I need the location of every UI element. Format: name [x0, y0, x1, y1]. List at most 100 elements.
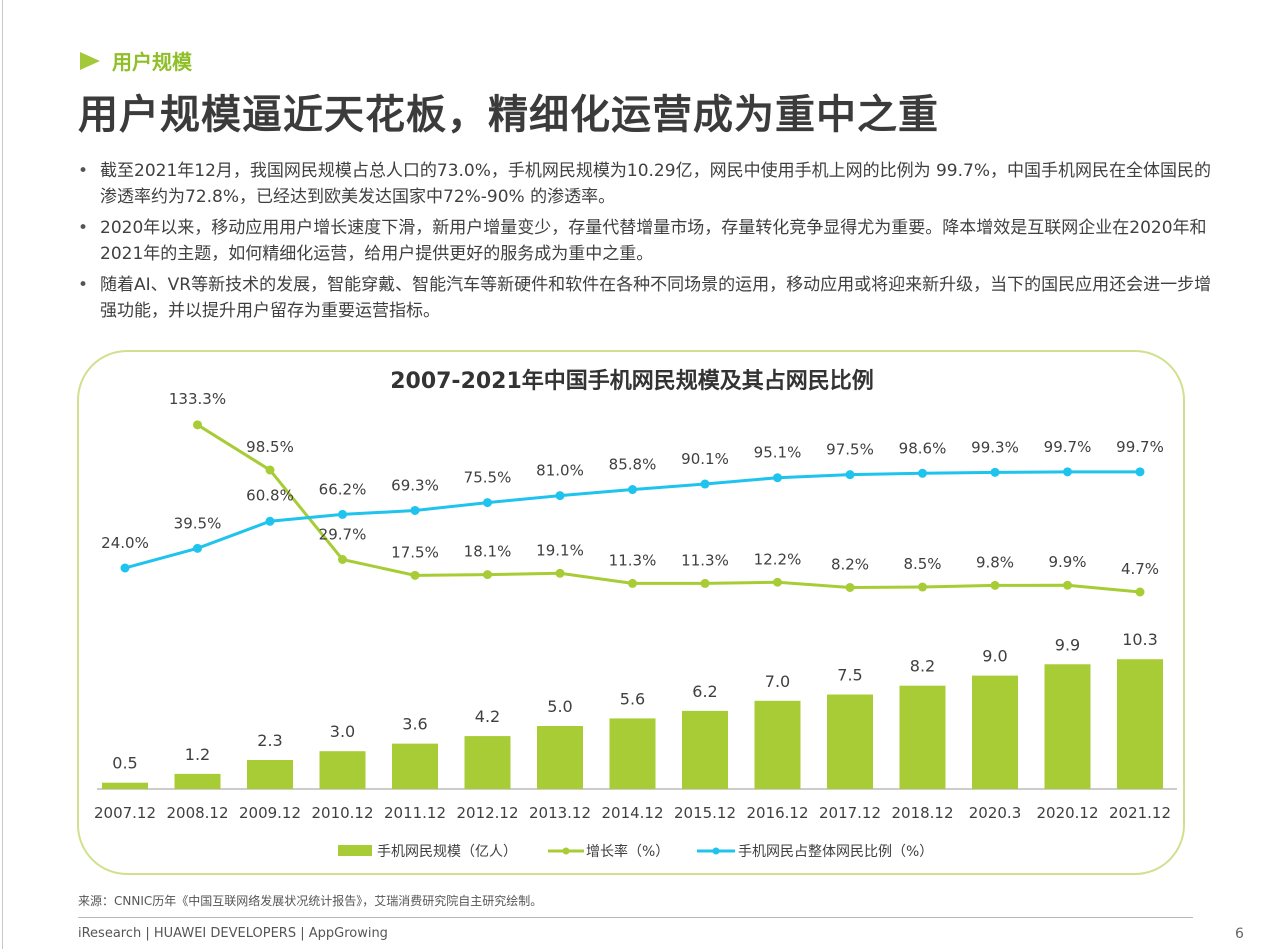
growth-rate-label: 29.7% — [319, 526, 367, 544]
legend-label: 增长率（%） — [586, 843, 669, 860]
mobile-share-point — [628, 485, 637, 495]
footer-credits: iResearch | HUAWEI DEVELOPERS | AppGrowi… — [78, 926, 388, 941]
legend-label: 手机网民规模（亿人） — [377, 844, 517, 860]
mobile-share-point — [483, 498, 492, 508]
bar-value-label: 0.5 — [112, 754, 137, 773]
x-tick-label: 2013.12 — [529, 804, 591, 822]
bar-value-label: 9.0 — [982, 647, 1007, 666]
bullet-item: 截至2021年12月，我国网民规模占总人口的73.0%，手机网民规模为10.29… — [78, 158, 1218, 210]
legend-share-dot — [712, 847, 720, 855]
growth-rate-point — [193, 420, 202, 430]
mobile-share-point — [265, 516, 275, 526]
mobile-share-point — [700, 479, 710, 489]
growth-rate-label: 133.3% — [169, 390, 226, 408]
growth-rate-point — [338, 555, 347, 564]
growth-rate-point — [1135, 587, 1145, 597]
growth-rate-point — [918, 582, 927, 592]
bar-value-label: 3.6 — [402, 715, 427, 734]
mobile-share-point — [193, 543, 202, 553]
triangle-right-icon — [80, 51, 100, 70]
section-label: 用户规模 — [112, 50, 192, 74]
x-tick-label: 2007.12 — [94, 804, 156, 822]
bullet-item: 2020年以来，移动应用用户增长速度下滑，新用户增量变少，存量代替增量市场，存量… — [78, 215, 1218, 267]
mobile-share-point — [1135, 467, 1145, 477]
x-tick-label: 2018.12 — [891, 804, 953, 822]
bar-value-label: 5.6 — [620, 689, 645, 708]
growth-rate-line — [196, 423, 1141, 594]
bar-value-label: 7.5 — [837, 666, 862, 685]
left-border-line — [2, 0, 3, 949]
growth-rate-point — [1063, 580, 1072, 590]
growth-rate-point — [265, 465, 275, 475]
mobile-share-label: 99.7% — [1044, 438, 1092, 456]
chart-title: 2007-2021年中国手机网民规模及其占网民比例 — [390, 368, 874, 394]
mobile-share-label: 85.8% — [609, 456, 657, 474]
bullet-list: 截至2021年12月，我国网民规模占总人口的73.0%，手机网民规模为10.29… — [78, 158, 1218, 329]
growth-rate-point — [845, 582, 855, 592]
growth-rate-label: 17.5% — [391, 543, 439, 561]
bar-value-label: 1.2 — [185, 745, 210, 764]
growth-rate-label: 9.9% — [1048, 553, 1086, 571]
growth-rate-label: 98.5% — [246, 438, 294, 456]
footer-divider — [78, 917, 1193, 918]
bar — [174, 773, 221, 789]
mobile-share-label: 97.5% — [826, 441, 874, 459]
growth-rate-label: 11.3% — [681, 551, 729, 569]
legend-growth-dot — [562, 847, 570, 855]
mobile-share-label: 69.3% — [391, 476, 439, 494]
bar — [754, 700, 801, 789]
mobile-share-point — [120, 563, 130, 573]
bar — [609, 718, 656, 789]
growth-rate-label: 4.7% — [1121, 560, 1159, 578]
bar — [537, 726, 583, 789]
bar — [827, 694, 873, 789]
growth-rate-point — [410, 570, 420, 580]
page-title: 用户规模逼近天花板，精细化运营成为重中之重 — [78, 92, 939, 138]
growth-rate-label: 12.2% — [754, 550, 802, 568]
x-tick-label: 2014.12 — [601, 804, 663, 822]
bar — [392, 743, 438, 789]
x-tick-label: 2015.12 — [674, 804, 736, 822]
mobile-share-point — [918, 468, 927, 478]
x-tick-label: 2017.12 — [819, 804, 881, 822]
bar-value-label: 2.3 — [257, 731, 282, 750]
mobile-share-point — [410, 505, 420, 515]
growth-rate-label: 8.5% — [903, 555, 941, 573]
mobile-share-label: 39.5% — [174, 514, 222, 532]
x-tick-label: 2010.12 — [311, 804, 373, 822]
bar — [102, 782, 148, 789]
mobile-share-point — [1063, 467, 1072, 477]
bar — [899, 685, 946, 789]
bar — [682, 710, 728, 789]
growth-rate-label: 18.1% — [464, 543, 512, 561]
x-tick-label: 2012.12 — [456, 804, 518, 822]
source-note: 来源：CNNIC历年《中国互联网络发展状况统计报告》，艾瑞消费研究院自主研究绘制… — [78, 894, 543, 908]
mobile-share-label: 90.1% — [681, 450, 729, 468]
mobile-share-point — [555, 491, 565, 501]
page-number: 6 — [1235, 926, 1244, 942]
legend-bar-swatch — [338, 845, 372, 856]
mobile-share-label: 66.2% — [319, 480, 367, 498]
growth-rate-label: 11.3% — [609, 551, 657, 569]
growth-rate-point — [628, 578, 637, 588]
bar-value-label: 3.0 — [330, 722, 355, 741]
mobile-share-label: 98.6% — [899, 439, 947, 457]
mobile-share-label: 60.8% — [246, 486, 294, 504]
x-tick-label: 2021.12 — [1109, 804, 1171, 822]
x-tick-label: 2011.12 — [384, 804, 446, 822]
mobile-share-point — [845, 470, 855, 480]
growth-rate-point — [990, 580, 1000, 590]
bar — [972, 675, 1018, 789]
x-tick-label: 2009.12 — [239, 804, 301, 822]
legend-label: 手机网民占整体网民比例（%） — [738, 844, 933, 860]
x-tick-label: 2020.12 — [1036, 804, 1098, 822]
x-tick-label: 2016.12 — [746, 804, 808, 822]
bar — [319, 751, 366, 789]
section-tag: 用户规模 — [80, 46, 192, 75]
bar — [1117, 659, 1163, 789]
x-tick-label: 2020.3 — [969, 804, 1022, 822]
mobile-share-label: 81.0% — [536, 462, 584, 480]
mobile-share-label: 99.7% — [1116, 438, 1164, 456]
bar — [247, 760, 293, 789]
